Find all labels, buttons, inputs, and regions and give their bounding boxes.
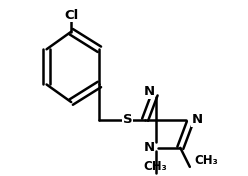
Text: N: N	[144, 141, 155, 154]
Text: S: S	[123, 113, 132, 126]
Text: N: N	[192, 113, 203, 126]
Text: Cl: Cl	[64, 9, 78, 22]
Text: CH₃: CH₃	[144, 160, 168, 173]
Text: N: N	[144, 85, 155, 98]
Text: CH₃: CH₃	[194, 154, 218, 167]
